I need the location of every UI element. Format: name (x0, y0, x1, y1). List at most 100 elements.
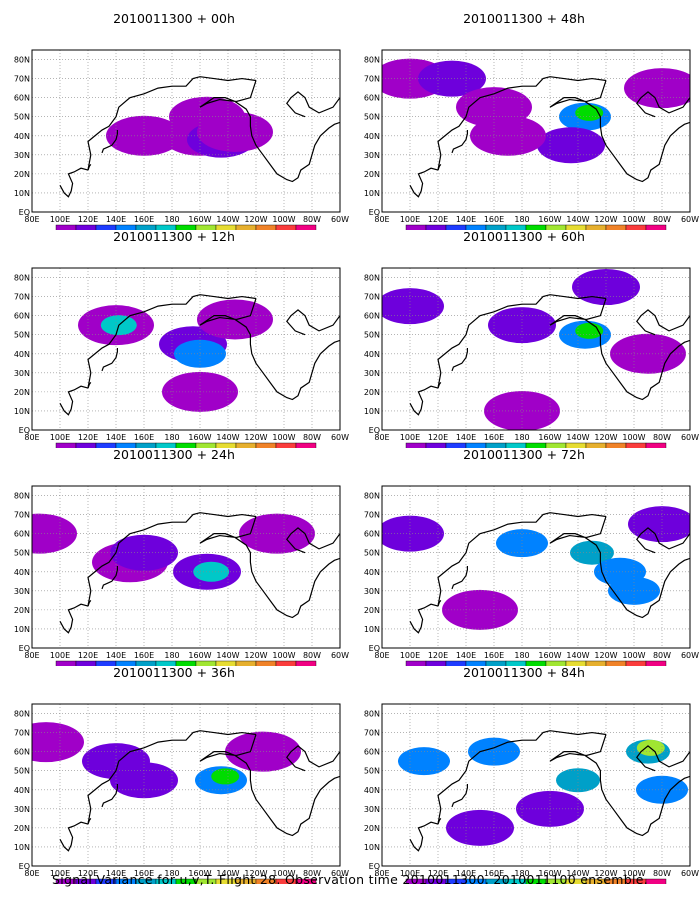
variance-blob (446, 809, 514, 846)
lon-tick-label: 60W (681, 433, 699, 442)
lon-tick-label: 180 (514, 215, 529, 224)
lat-tick-label: 40N (364, 568, 380, 577)
variance-blob (610, 333, 686, 374)
lat-tick-label: 70N (14, 729, 30, 738)
lon-tick-label: 60W (681, 651, 699, 660)
lat-tick-label: EQ (369, 208, 380, 217)
coastline (409, 167, 439, 198)
coastline (59, 167, 89, 198)
lat-tick-label: 40N (364, 132, 380, 141)
coastline (59, 821, 89, 852)
lon-tick-label: 140E (106, 651, 126, 660)
map-panel: 2010011300 + 00h 80N 70N 60N 50N 40N 30N 20N 10N… (10, 10, 350, 230)
coastline (451, 348, 469, 372)
lon-tick-label: 140W (566, 433, 589, 442)
map-panel: 2010011300 + 72h 80N 70N 60N 50N 40N 30N 20N 10N… (360, 446, 700, 666)
lon-tick-label: 80E (24, 215, 39, 224)
map-panel: 2010011300 + 60h 80N 70N 60N 50N 40N 30N 20N 10N… (360, 228, 700, 448)
map-frame (31, 49, 341, 213)
lat-tick-label: 20N (14, 388, 30, 397)
variance-blob (197, 111, 273, 152)
variance-blob (110, 762, 178, 799)
lat-tick-label: 80N (364, 274, 380, 283)
lon-tick-label: 160W (538, 433, 561, 442)
lon-tick-label: 120W (594, 651, 617, 660)
lon-tick-label: 80W (653, 215, 671, 224)
lat-tick-label: 30N (364, 151, 380, 160)
lat-tick-label: 40N (14, 350, 30, 359)
coastline (286, 91, 340, 118)
lon-tick-label: 140E (456, 651, 476, 660)
lat-tick-label: EQ (19, 208, 30, 217)
lon-tick-label: 140W (216, 433, 239, 442)
lat-tick-label: 50N (14, 549, 30, 558)
lon-tick-label: 120W (594, 869, 617, 878)
lon-tick-label: 120W (594, 433, 617, 442)
lat-tick-label: 30N (14, 369, 30, 378)
lat-tick-label: 20N (14, 606, 30, 615)
lat-tick-label: 40N (14, 786, 30, 795)
lon-tick-label: 80W (303, 433, 321, 442)
lon-tick-label: 140W (566, 651, 589, 660)
lon-tick-label: 180 (164, 651, 179, 660)
lon-tick-label: 120W (244, 433, 267, 442)
lon-tick-label: 100W (622, 651, 645, 660)
lat-tick-label: 70N (14, 293, 30, 302)
lon-tick-label: 100E (400, 651, 420, 660)
lat-tick-label: 10N (364, 625, 380, 634)
lat-tick-label: 50N (14, 331, 30, 340)
lat-tick-label: 50N (14, 113, 30, 122)
lat-tick-label: 50N (14, 767, 30, 776)
lon-tick-label: 60W (331, 215, 349, 224)
lat-tick-label: 60N (14, 94, 30, 103)
variance-blob (572, 269, 640, 306)
lon-tick-label: 60W (681, 215, 699, 224)
lat-tick-label: 60N (14, 312, 30, 321)
lon-tick-label: 140E (106, 869, 126, 878)
lat-tick-label: 60N (364, 530, 380, 539)
map-frame (31, 485, 341, 649)
coastline (87, 817, 92, 825)
coastline (87, 381, 92, 389)
variance-blob (211, 768, 240, 785)
lon-tick-label: 100W (622, 215, 645, 224)
lat-tick-label: 80N (14, 710, 30, 719)
lat-tick-label: 30N (364, 805, 380, 814)
map-figure: 2010011300 + 36h 80N 70N 60N 50N 40N 30N 20N 10N… (14, 665, 349, 884)
coastline (636, 91, 690, 118)
lon-tick-label: 140W (566, 215, 589, 224)
coastline (451, 784, 469, 808)
lat-tick-label: 40N (14, 132, 30, 141)
variance-blob (32, 513, 77, 554)
lat-tick-label: 20N (14, 170, 30, 179)
lon-tick-label: 180 (514, 651, 529, 660)
lat-tick-label: EQ (369, 426, 380, 435)
map-figure: 2010011300 + 72h 80N 70N 60N 50N 40N 30N 20N 10N… (364, 447, 699, 666)
lon-tick-label: 100W (272, 215, 295, 224)
lat-tick-label: 80N (364, 710, 380, 719)
map-frame (381, 49, 691, 213)
variance-blob (239, 513, 315, 554)
lat-tick-label: 40N (364, 786, 380, 795)
lon-tick-label: 120E (78, 433, 98, 442)
panel-title: 2010011300 + 60h (463, 229, 585, 244)
variance-blob (442, 589, 518, 630)
lon-tick-label: 160E (134, 433, 154, 442)
lat-tick-label: 80N (364, 56, 380, 65)
coastline (437, 76, 607, 171)
coastline (437, 730, 607, 825)
lat-tick-label: 20N (364, 606, 380, 615)
lon-tick-label: 160W (538, 651, 561, 660)
panel-title: 2010011300 + 84h (463, 665, 585, 680)
colorbar-swatch (645, 660, 667, 666)
lat-tick-label: 70N (364, 293, 380, 302)
lon-tick-label: 120E (428, 869, 448, 878)
lon-tick-label: 120W (244, 215, 267, 224)
coastline (87, 76, 257, 171)
colorbar-swatch (295, 442, 317, 448)
lon-tick-label: 180 (164, 433, 179, 442)
map-frame (31, 267, 341, 431)
coastline (437, 512, 607, 607)
lon-tick-label: 100W (622, 433, 645, 442)
lat-tick-label: 30N (14, 151, 30, 160)
